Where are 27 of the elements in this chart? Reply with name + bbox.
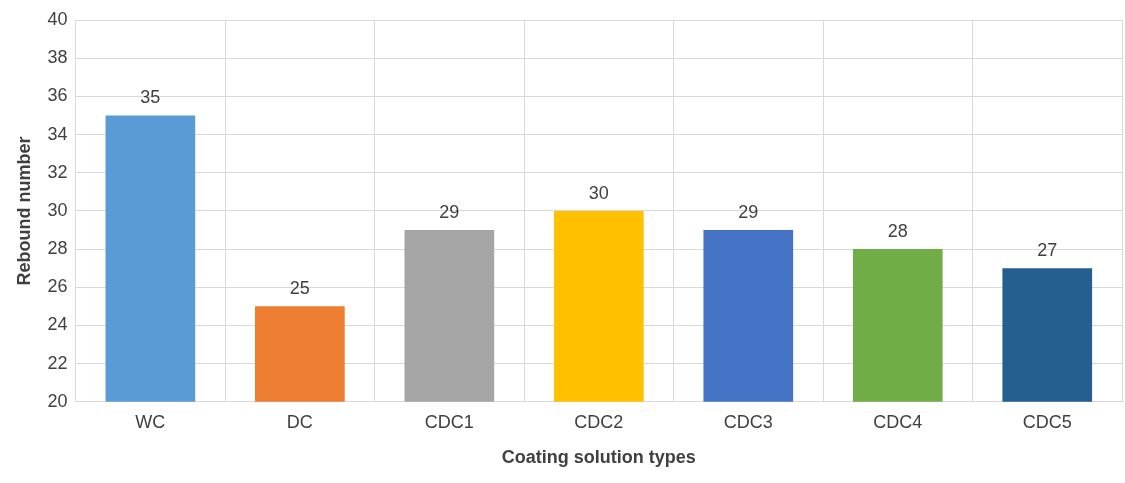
y-tick-label: 20 <box>47 390 68 411</box>
x-tick-label: CDC4 <box>873 411 923 432</box>
x-tick-label: CDC3 <box>723 411 773 432</box>
y-tick-label: 38 <box>47 47 68 68</box>
data-label: 35 <box>140 87 161 108</box>
x-tick-label: DC <box>286 411 313 432</box>
y-tick-label: 40 <box>47 8 68 29</box>
data-label: 25 <box>289 278 310 299</box>
x-tick-label: CDC1 <box>424 411 474 432</box>
y-tick-label: 22 <box>47 352 68 373</box>
y-tick-label: 24 <box>47 314 68 335</box>
y-axis-title: Rebound number <box>13 136 34 286</box>
y-tick-label: 34 <box>47 123 68 144</box>
data-label: 29 <box>738 201 759 222</box>
y-tick-label: 30 <box>47 199 68 220</box>
y-tick-label: 32 <box>47 161 68 182</box>
x-tick-label: CDC2 <box>574 411 624 432</box>
y-tick-label: 36 <box>47 85 68 106</box>
x-tick-label: WC <box>135 411 166 432</box>
x-axis-title: Coating solution types <box>501 447 696 468</box>
data-label: 28 <box>887 221 908 242</box>
data-label: 27 <box>1037 240 1058 261</box>
y-tick-label: 28 <box>47 238 68 259</box>
data-label: 29 <box>439 201 460 222</box>
data-label: 30 <box>588 182 609 203</box>
x-tick-label: CDC5 <box>1022 411 1072 432</box>
y-tick-label: 26 <box>47 276 68 297</box>
